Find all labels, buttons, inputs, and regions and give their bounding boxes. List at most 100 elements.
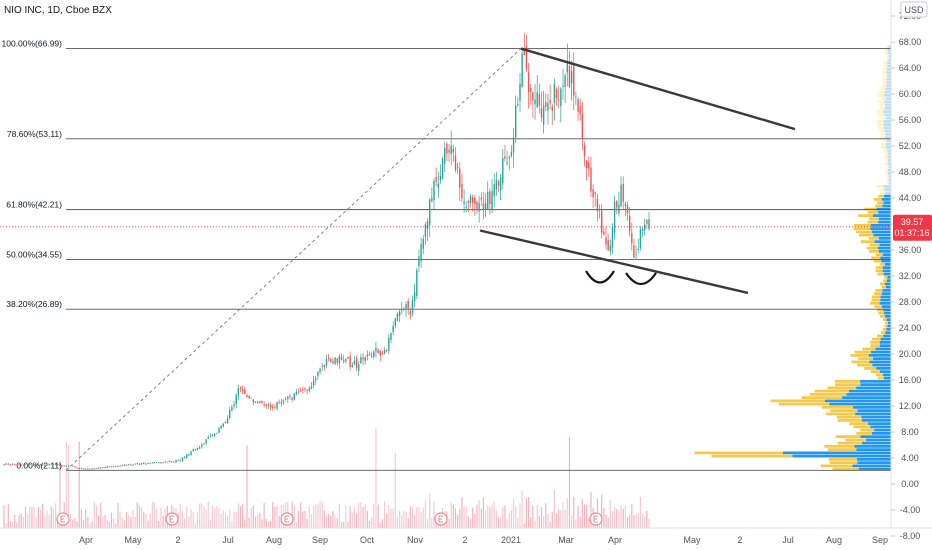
- candle-body[interactable]: [35, 464, 37, 465]
- candle-body[interactable]: [353, 360, 356, 365]
- candle-body[interactable]: [512, 137, 515, 153]
- candle-body[interactable]: [319, 368, 321, 373]
- candle-body[interactable]: [194, 449, 197, 451]
- candle-body[interactable]: [192, 449, 194, 452]
- candle-body[interactable]: [115, 466, 117, 467]
- candle-body[interactable]: [31, 464, 33, 466]
- candle-body[interactable]: [235, 394, 237, 405]
- candle-body[interactable]: [78, 468, 80, 469]
- candle-body[interactable]: [390, 332, 392, 340]
- candle-body[interactable]: [525, 46, 528, 70]
- candle-body[interactable]: [334, 357, 336, 364]
- candle-body[interactable]: [431, 198, 433, 202]
- candle-body[interactable]: [360, 356, 362, 364]
- candle-body[interactable]: [312, 380, 315, 385]
- candle-body[interactable]: [603, 231, 605, 235]
- candle-body[interactable]: [568, 65, 571, 88]
- double-bottom-arc-right[interactable]: [625, 272, 657, 286]
- double-bottom-arc-left[interactable]: [585, 270, 615, 284]
- candle-body[interactable]: [598, 209, 601, 211]
- candle-body[interactable]: [63, 465, 65, 467]
- candle-body[interactable]: [85, 468, 87, 470]
- candle-body[interactable]: [538, 94, 541, 106]
- candle-body[interactable]: [530, 88, 532, 92]
- candle-body[interactable]: [646, 219, 648, 224]
- candle-body[interactable]: [555, 89, 558, 99]
- candle-body[interactable]: [252, 399, 255, 403]
- candle-body[interactable]: [551, 106, 553, 111]
- candle-body[interactable]: [248, 395, 250, 399]
- candle-body[interactable]: [218, 428, 220, 433]
- candle-body[interactable]: [293, 393, 295, 400]
- candle-body[interactable]: [379, 351, 381, 356]
- candle-body[interactable]: [480, 197, 482, 200]
- candle-body[interactable]: [128, 464, 130, 466]
- candle-body[interactable]: [553, 84, 556, 104]
- candle-body[interactable]: [418, 256, 420, 266]
- candle-body[interactable]: [446, 143, 448, 154]
- candle-body[interactable]: [87, 468, 89, 470]
- candle-body[interactable]: [433, 181, 435, 201]
- event-markers[interactable]: [56, 512, 603, 526]
- candle-body[interactable]: [386, 350, 388, 351]
- candle-body[interactable]: [201, 444, 203, 447]
- candle-body[interactable]: [601, 210, 603, 233]
- candle-body[interactable]: [97, 467, 100, 469]
- candle-body[interactable]: [282, 400, 285, 403]
- candle-body[interactable]: [429, 199, 431, 226]
- candle-body[interactable]: [497, 181, 500, 186]
- candle-body[interactable]: [50, 463, 52, 465]
- candle-body[interactable]: [18, 464, 20, 466]
- candle-body[interactable]: [549, 99, 551, 104]
- candle-body[interactable]: [648, 219, 650, 229]
- candle-body[interactable]: [618, 204, 620, 214]
- candle-body[interactable]: [259, 401, 261, 403]
- candle-body[interactable]: [383, 349, 386, 354]
- candle-body[interactable]: [596, 198, 599, 212]
- candle-body[interactable]: [95, 468, 98, 469]
- candle-body[interactable]: [588, 162, 590, 169]
- candle-body[interactable]: [69, 465, 72, 467]
- candle-body[interactable]: [644, 224, 646, 231]
- candle-body[interactable]: [620, 184, 622, 207]
- candle-body[interactable]: [284, 398, 287, 400]
- candle-body[interactable]: [57, 464, 59, 466]
- candle-body[interactable]: [108, 466, 111, 468]
- candle-body[interactable]: [222, 423, 224, 427]
- candle-body[interactable]: [641, 229, 644, 232]
- candle-body[interactable]: [280, 402, 283, 404]
- candle-body[interactable]: [233, 404, 235, 407]
- candle-body[interactable]: [532, 92, 534, 101]
- candle-body[interactable]: [244, 389, 246, 394]
- candle-body[interactable]: [626, 204, 629, 214]
- candle-body[interactable]: [297, 391, 300, 393]
- candle-body[interactable]: [343, 360, 345, 363]
- candle-body[interactable]: [72, 465, 74, 467]
- candle-body[interactable]: [112, 466, 115, 468]
- candle-body[interactable]: [241, 389, 244, 392]
- candle-body[interactable]: [323, 364, 326, 367]
- upper-trendline[interactable]: [520, 47, 796, 131]
- candle-body[interactable]: [65, 466, 68, 467]
- candle-body[interactable]: [504, 156, 506, 159]
- candle-body[interactable]: [527, 72, 530, 92]
- candle-body[interactable]: [506, 162, 508, 164]
- candle-body[interactable]: [14, 464, 16, 466]
- candle-body[interactable]: [110, 466, 113, 468]
- candle-body[interactable]: [317, 371, 319, 377]
- candle-body[interactable]: [80, 467, 83, 469]
- candle-body[interactable]: [590, 167, 592, 192]
- candle-body[interactable]: [534, 99, 536, 105]
- lower-trendline[interactable]: [479, 229, 749, 295]
- candle-body[interactable]: [392, 325, 394, 333]
- candle-body[interactable]: [413, 292, 416, 302]
- candle-body[interactable]: [16, 464, 18, 466]
- candle-body[interactable]: [575, 96, 577, 98]
- candle-body[interactable]: [570, 70, 573, 84]
- candle-body[interactable]: [140, 463, 143, 465]
- candle-body[interactable]: [59, 465, 61, 466]
- candle-body[interactable]: [310, 386, 313, 389]
- candle-body[interactable]: [381, 352, 384, 355]
- candle-body[interactable]: [493, 184, 495, 197]
- drawings[interactable]: [479, 47, 796, 295]
